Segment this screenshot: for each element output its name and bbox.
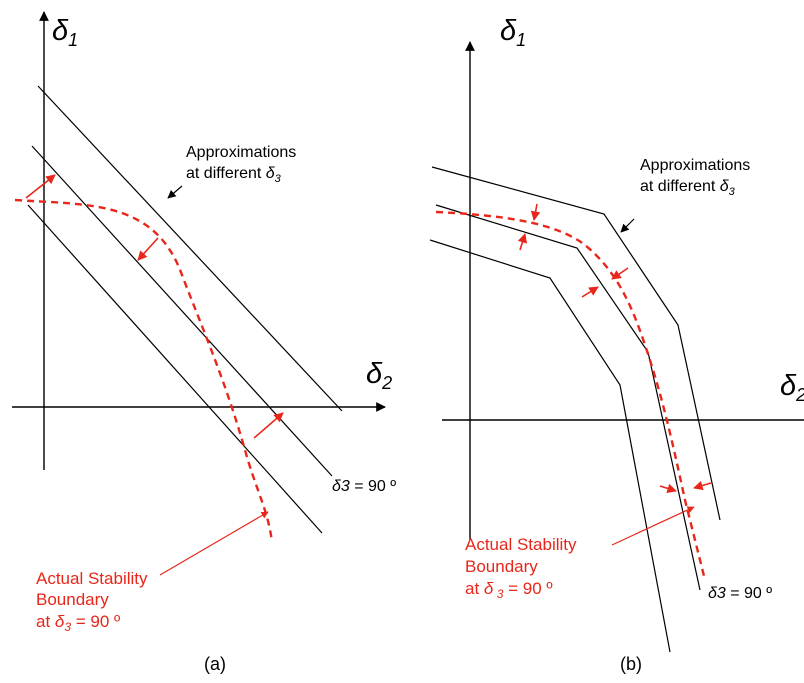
actual-boundary-line1: Actual Stability [36, 569, 148, 588]
y-axis-label: δ1 [52, 15, 78, 50]
angle-label: δ3 = 90 º [708, 585, 772, 602]
approx-line-outer [37, 85, 343, 412]
x-axis-label: δ2 [366, 358, 392, 393]
approx-line-inner [27, 204, 323, 534]
x-axis-label: δ2 [780, 370, 804, 405]
approx-label-line1: Approximations [640, 157, 750, 174]
approx-polyline-inner [429, 239, 671, 653]
approx-line-middle [31, 145, 333, 477]
distance-arrow [611, 267, 629, 280]
approx-label-line2: at different δ3 [640, 178, 736, 198]
y-axis-label: δ1 [500, 15, 526, 50]
caption-a: (a) [204, 654, 226, 674]
boundary-pointer-arrow [611, 506, 695, 546]
approx-label-line2: at different δ3 [186, 165, 282, 185]
actual-boundary-line3: at δ 3 = 90 º [465, 579, 553, 601]
actual-boundary-line3: at δ3 = 90 º [36, 612, 120, 634]
distance-arrow [581, 286, 599, 298]
approx-pointer-arrow [620, 218, 635, 233]
approx-label-line1: Approximations [186, 144, 296, 161]
actual-boundary-line1: Actual Stability [465, 535, 577, 554]
distance-arrow [25, 174, 56, 199]
actual-boundary-line2: Boundary [36, 590, 109, 609]
approx-polyline-outer [431, 166, 721, 521]
boundary-pointer-arrow [159, 511, 269, 576]
distance-arrow [137, 237, 159, 261]
panel-b: δ1 δ2 Approximations at different δ3 δ3 … [429, 15, 804, 674]
distance-arrow [693, 480, 712, 491]
angle-label: δ3 = 90 º [332, 478, 396, 495]
stability-boundary-curve [435, 210, 707, 581]
stability-boundary-curve [14, 198, 274, 543]
actual-boundary-line2: Boundary [465, 557, 538, 576]
panel-a: δ1 δ2 Approximations at different δ3 δ3 … [12, 11, 396, 674]
distance-arrow [517, 233, 528, 251]
distance-arrow [659, 483, 677, 494]
caption-b: (b) [620, 654, 642, 674]
approx-pointer-arrow [167, 185, 183, 199]
distance-arrow [253, 412, 284, 439]
distance-arrow [530, 203, 541, 221]
approx-polyline-middle [435, 204, 701, 591]
